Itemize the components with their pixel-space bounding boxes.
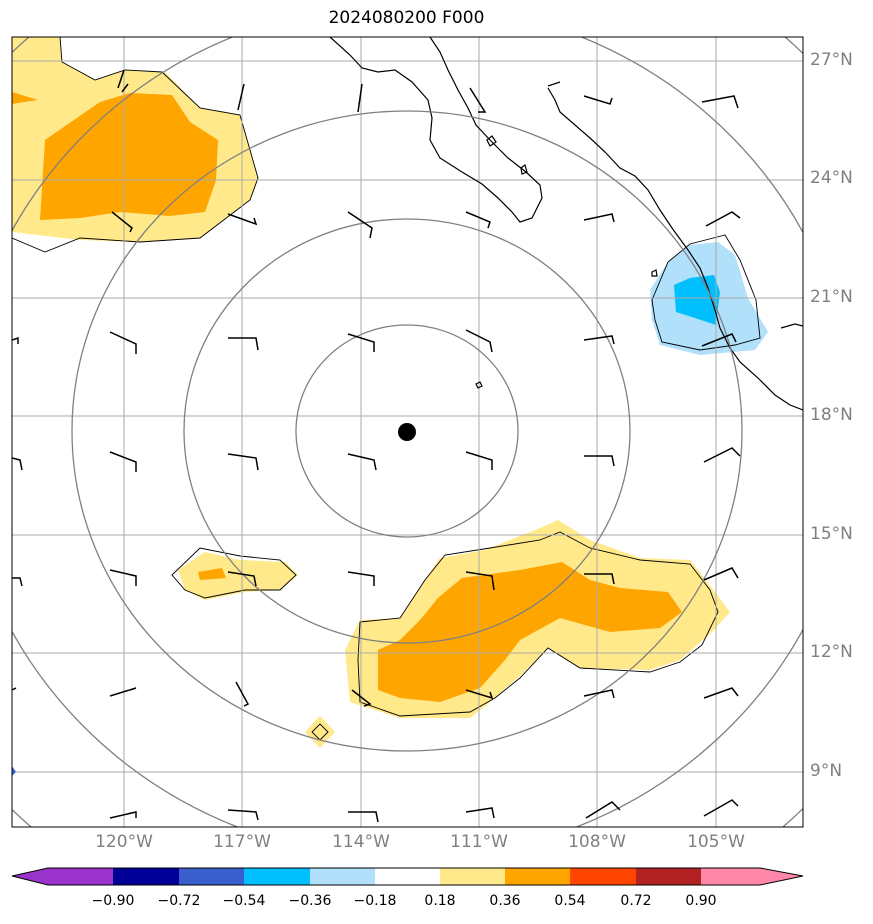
colorbar-segment bbox=[113, 868, 179, 885]
colorbar-segment bbox=[179, 868, 244, 885]
wind-barbs bbox=[12, 69, 741, 823]
lon-label-114w: 114°W bbox=[332, 832, 390, 852]
colorbar-tick: −0.72 bbox=[157, 893, 201, 909]
lon-label-108w: 108°W bbox=[568, 832, 626, 852]
lon-label-117w: 117°W bbox=[213, 832, 271, 852]
lon-label-120w: 120°W bbox=[95, 832, 153, 852]
lat-label-27n: 27°N bbox=[810, 50, 853, 70]
lat-label-15n: 15°N bbox=[810, 524, 853, 544]
lat-label-24n: 24°N bbox=[810, 168, 853, 188]
lat-label-9n: 9°N bbox=[810, 761, 843, 781]
colorbar-segment bbox=[375, 868, 440, 885]
colorbar-segment bbox=[505, 868, 570, 885]
colorbar-segment bbox=[636, 868, 701, 885]
colorbar-tick: −0.54 bbox=[222, 893, 266, 909]
lon-label-111w: 111°W bbox=[450, 832, 508, 852]
colorbar-tick: −0.18 bbox=[353, 893, 397, 909]
colorbar-tick: −0.36 bbox=[288, 893, 332, 909]
coastline bbox=[329, 37, 803, 411]
colorbar-tick: 0.72 bbox=[620, 893, 652, 909]
colorbar-segment bbox=[244, 868, 310, 885]
colorbar-segment bbox=[440, 868, 505, 885]
lat-label-18n: 18°N bbox=[810, 405, 853, 425]
colorbar-segment bbox=[701, 868, 760, 885]
map-title: 2024080200 F000 bbox=[328, 8, 485, 28]
colorbar-tick: 0.18 bbox=[424, 893, 456, 909]
range-rings bbox=[12, 37, 803, 827]
colorbar-tick: 0.54 bbox=[554, 893, 586, 909]
colorbar-extend-high bbox=[760, 868, 803, 885]
colorbar-segment bbox=[48, 868, 113, 885]
colorbar-extend-low bbox=[12, 868, 48, 885]
lat-label-12n: 12°N bbox=[810, 642, 853, 662]
colorbar-segment bbox=[310, 868, 375, 885]
storm-center-marker bbox=[398, 423, 416, 441]
weather-map bbox=[11, 36, 804, 828]
colorbar-tick: −0.90 bbox=[91, 893, 135, 909]
lat-label-21n: 21°N bbox=[810, 287, 853, 307]
shaded-field-nw bbox=[12, 37, 258, 242]
lon-label-105w: 105°W bbox=[687, 832, 745, 852]
colorbar-tick: 0.90 bbox=[685, 893, 717, 909]
colorbar-segment bbox=[570, 868, 636, 885]
colorbar bbox=[11, 867, 804, 886]
colorbar-tick: 0.36 bbox=[489, 893, 521, 909]
shaded-field-south bbox=[178, 520, 730, 748]
